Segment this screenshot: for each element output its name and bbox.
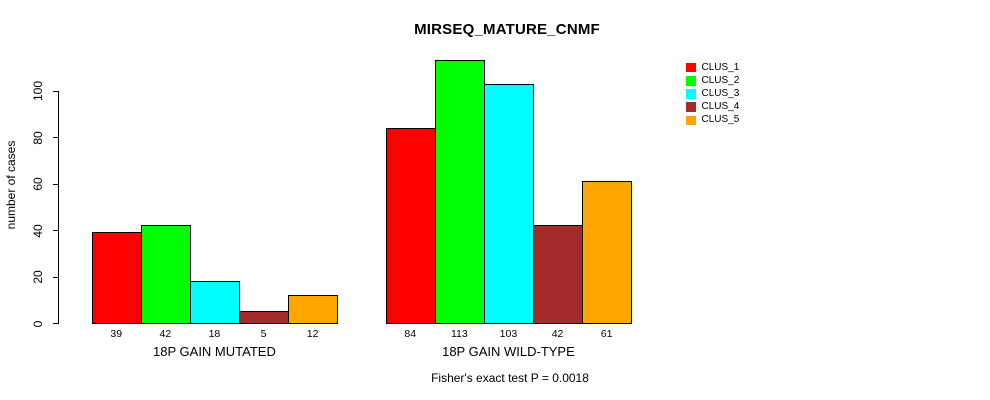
- y-axis-title: number of cases: [4, 140, 18, 230]
- category-label-1: 18P GAIN MUTATED: [153, 343, 276, 359]
- y-tick-label-80: 80: [31, 130, 45, 145]
- legend-label-CLUS_2: CLUS_2: [701, 74, 740, 86]
- bar-value-CLUS_2-group2: 113: [450, 327, 468, 340]
- fisher-test-annotation: Fisher's exact test P = 0.0018: [431, 371, 589, 385]
- bar-value-CLUS_1-group2: 84: [404, 327, 417, 340]
- legend-label-CLUS_5: CLUS_5: [701, 114, 740, 126]
- bar-value-CLUS_3-group2: 103: [499, 327, 518, 340]
- legend-swatch-CLUS_4: [686, 102, 696, 112]
- y-tick-mark-80: [53, 137, 59, 138]
- y-tick-label-100: 100: [31, 80, 45, 102]
- bar-CLUS_3-group1: [189, 281, 240, 324]
- bar-CLUS_2-group1: [140, 225, 191, 324]
- bar-value-CLUS_2-group1: 42: [159, 327, 172, 340]
- legend-item-CLUS_5: CLUS_5: [686, 114, 739, 127]
- y-tick-label-40: 40: [31, 223, 45, 238]
- bar-CLUS_2-group2: [434, 60, 485, 324]
- y-tick-label-60: 60: [31, 177, 45, 191]
- bar-CLUS_1-group1: [91, 232, 142, 324]
- y-tick-mark-60: [53, 183, 59, 185]
- y-tick-label-20: 20: [31, 270, 45, 284]
- legend-swatch-CLUS_2: [686, 76, 696, 86]
- legend-item-CLUS_4: CLUS_4: [686, 101, 739, 114]
- y-tick-mark-40: [53, 230, 59, 231]
- bar-value-CLUS_1-group1: 39: [110, 327, 123, 340]
- legend-swatch-CLUS_3: [686, 89, 696, 99]
- y-tick-mark-20: [53, 276, 59, 278]
- bar-value-CLUS_3-group1: 18: [208, 327, 221, 340]
- bar-CLUS_5-group1: [288, 295, 339, 324]
- legend-item-CLUS_2: CLUS_2: [686, 74, 739, 87]
- y-tick-label-0: 0: [31, 320, 45, 327]
- bar-CLUS_3-group2: [483, 83, 534, 324]
- legend-label-CLUS_4: CLUS_4: [701, 101, 740, 113]
- legend-label-CLUS_3: CLUS_3: [701, 87, 740, 99]
- bar-value-CLUS_5-group1: 12: [306, 327, 319, 340]
- chart-title: MIRSEQ_MATURE_CNMF: [414, 21, 600, 38]
- y-axis-line: [58, 90, 60, 324]
- bar-value-CLUS_4-group1: 5: [260, 327, 267, 340]
- y-tick-mark-0: [53, 323, 59, 324]
- legend: CLUS_1 CLUS_2 CLUS_3 CLUS_4 CLUS_5: [686, 61, 739, 127]
- bar-value-CLUS_4-group2: 42: [551, 327, 564, 340]
- legend-label-CLUS_1: CLUS_1: [701, 61, 740, 73]
- bar-CLUS_4-group1: [239, 311, 290, 324]
- legend-item-CLUS_3: CLUS_3: [686, 87, 739, 100]
- bar-value-CLUS_5-group2: 61: [600, 327, 613, 340]
- legend-swatch-CLUS_1: [686, 62, 696, 73]
- legend-item-CLUS_1: CLUS_1: [686, 61, 739, 74]
- category-label-2: 18P GAIN WILD-TYPE: [442, 343, 575, 359]
- legend-swatch-CLUS_5: [686, 115, 696, 126]
- bar-CLUS_5-group2: [582, 181, 633, 324]
- bar-CLUS_4-group2: [533, 225, 584, 324]
- y-tick-mark-100: [53, 90, 59, 92]
- bar-CLUS_1-group2: [385, 127, 436, 324]
